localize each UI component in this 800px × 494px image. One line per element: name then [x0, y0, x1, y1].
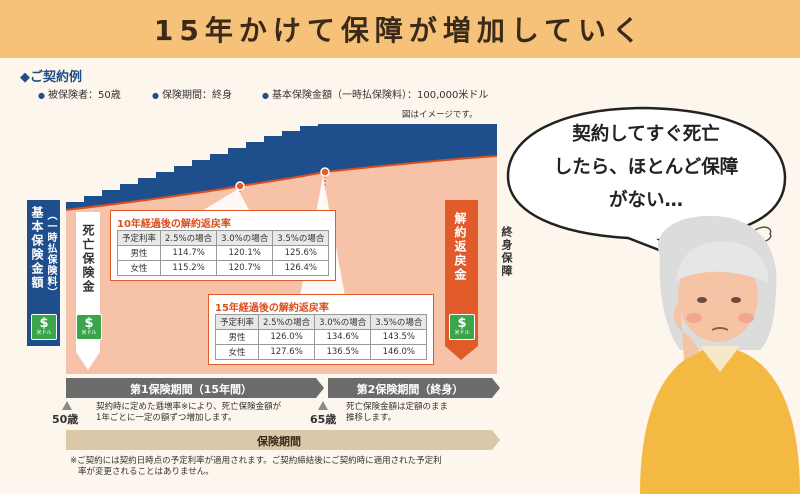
basic-amount-label: 基本保険金額 [30, 206, 44, 290]
condition-insured: 被保険者：50歳 [38, 86, 121, 101]
table-cell: 120.7% [216, 260, 274, 276]
bubble-line: 契約してすぐ死亡 [572, 124, 720, 145]
condition-period: 保険期間：終身 [152, 86, 232, 101]
example-title: ◆ご契約例 [20, 70, 82, 85]
second-desc-line: 推移します。 [346, 413, 397, 423]
table-cell: 126.4% [272, 260, 330, 276]
surrender-label: 解約返戻金 [453, 212, 467, 282]
second-period-label: 第2保険期間（終身） [356, 382, 464, 396]
second-period-description: 死亡保険金額は定額のまま 推移します。 [346, 402, 448, 424]
bubble-line: がない… [608, 190, 683, 211]
total-period-label: 保険期間 [257, 434, 301, 448]
table-cell: 男性 [214, 329, 260, 345]
bubble-text: 契約してすぐ死亡 したら、ほとんど保障 がない… [528, 118, 764, 217]
age-end-label: 65歳 [310, 413, 337, 426]
dollar-icon: $ 米ドル [449, 314, 475, 340]
dollar-unit: 米ドル [36, 330, 52, 336]
death-benefit-label: 死亡保険金 [81, 224, 95, 294]
basic-amount-sublabel: （一時払保険料） [45, 210, 56, 298]
table-cell: 136.5% [314, 344, 372, 360]
basic-amount-text: 基本保険金額 [30, 206, 44, 290]
table-cell: 125.6% [272, 245, 330, 261]
footnote: ※ご契約には契約日時点の予定利率が適用されます。ご契約締結後にご契約時に適用され… [70, 456, 510, 478]
table-row: 男性 126.0% 134.6% 143.5% [214, 329, 428, 345]
surrender-rate-10y-panel: 10年経過後の解約返戻率 予定利率 2.5%の場合 3.0%の場合 3.5%の場… [110, 210, 337, 281]
dollar-unit: 米ドル [454, 330, 470, 336]
age-end-marker [318, 401, 328, 410]
table-cell: 3.0%の場合 [216, 230, 274, 246]
table-row: 女性 115.2% 120.7% 126.4% [116, 260, 330, 276]
table-cell: 2.5%の場合 [160, 230, 218, 246]
first-period-bar [66, 378, 324, 398]
bubble-line: したら、ほとんど保障 [553, 157, 739, 178]
table-cell: 予定利率 [214, 314, 260, 330]
table-row: 予定利率 2.5%の場合 3.0%の場合 3.5%の場合 [214, 314, 428, 330]
dollar-sign: $ [457, 316, 467, 331]
condition-amount: 基本保険金額（一時払保険料）：100,000米ドル [262, 86, 488, 101]
table-row: 予定利率 2.5%の場合 3.0%の場合 3.5%の場合 [116, 230, 330, 246]
table-cell: 予定利率 [116, 230, 162, 246]
table-15y: 予定利率 2.5%の場合 3.0%の場合 3.5%の場合 男性 126.0% 1… [214, 314, 428, 360]
first-period-description: 契約時に定めた逓増率※により、死亡保険金額が 1年ごとに一定の額ずつ増加します。 [96, 402, 281, 424]
footnote-line: ※ご契約には契約日時点の予定利率が適用されます。ご契約締結後にご契約時に適用され… [70, 456, 442, 466]
table-cell: 115.2% [160, 260, 218, 276]
table-cell: 146.0% [370, 344, 428, 360]
dollar-icon: $ 米ドル [31, 314, 57, 340]
table-15y-title: 15年経過後の解約返戻率 [215, 303, 329, 314]
marker-15-years [320, 167, 330, 177]
dollar-unit: 米ドル [81, 330, 97, 336]
age-start-marker [62, 401, 72, 410]
dollar-sign: $ [84, 316, 94, 331]
table-cell: 男性 [116, 245, 162, 261]
table-cell: 2.5%の場合 [258, 314, 316, 330]
table-cell: 3.5%の場合 [370, 314, 428, 330]
second-period-bar [328, 378, 500, 398]
surrender-rate-15y-panel: 15年経過後の解約返戻率 予定利率 2.5%の場合 3.0%の場合 3.5%の場… [208, 294, 435, 365]
table-cell: 女性 [214, 344, 260, 360]
dollar-sign: $ [39, 316, 49, 331]
table-cell: 126.0% [258, 329, 316, 345]
age-start-label: 50歳 [52, 413, 79, 426]
lifetime-coverage-label: 終身保障 [500, 226, 513, 278]
table-cell: 女性 [116, 260, 162, 276]
table-cell: 3.0%の場合 [314, 314, 372, 330]
first-desc-line: 1年ごとに一定の額ずつ増加します。 [96, 413, 237, 423]
elderly-woman-illustration [640, 215, 800, 494]
surrender-curve-line [65, 155, 498, 211]
table-cell: 114.7% [160, 245, 218, 261]
title-banner: 15年かけて保障が増加していく [0, 0, 800, 58]
second-desc-line: 死亡保険金額は定額のまま [346, 402, 449, 412]
total-period-bar [66, 430, 500, 450]
dollar-icon: $ 米ドル [76, 314, 102, 340]
banner-title: 15年かけて保障が増加していく [153, 14, 647, 47]
table-row: 男性 114.7% 120.1% 125.6% [116, 245, 330, 261]
marker-10-years [235, 181, 245, 191]
table-10y-title: 10年経過後の解約返戻率 [117, 219, 231, 230]
first-desc-line: 契約時に定めた逓増率※により、死亡保険金額が [96, 402, 282, 412]
table-row: 女性 127.6% 136.5% 146.0% [214, 344, 428, 360]
table-cell: 127.6% [258, 344, 316, 360]
table-cell: 134.6% [314, 329, 372, 345]
table-cell: 3.5%の場合 [272, 230, 330, 246]
footnote-line: 率が変更されることはありません。 [78, 467, 214, 477]
image-note: 図はイメージです。 [402, 110, 478, 120]
table-10y: 予定利率 2.5%の場合 3.0%の場合 3.5%の場合 男性 114.7% 1… [116, 230, 330, 276]
table-cell: 143.5% [370, 329, 428, 345]
first-period-label: 第1保険期間（15年間） [130, 382, 252, 396]
table-cell: 120.1% [216, 245, 274, 261]
